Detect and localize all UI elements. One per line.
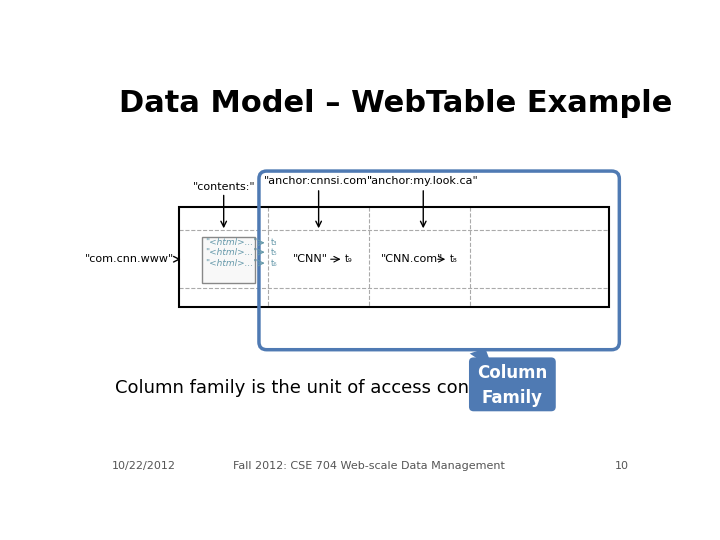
Text: "contents:": "contents:"	[192, 182, 255, 192]
Text: 10/22/2012: 10/22/2012	[112, 461, 176, 471]
Text: "CNN.com": "CNN.com"	[380, 254, 443, 264]
Text: Data Model – WebTable Example: Data Model – WebTable Example	[120, 89, 672, 118]
Text: t₆: t₆	[271, 259, 277, 268]
Text: "anchor:cnnsi.com": "anchor:cnnsi.com"	[264, 177, 373, 186]
Text: Fall 2012: CSE 704 Web-scale Data Management: Fall 2012: CSE 704 Web-scale Data Manage…	[233, 461, 505, 471]
Text: t₃: t₃	[271, 238, 277, 247]
Text: "<html>...": "<html>..."	[204, 248, 257, 256]
Text: t₅: t₅	[271, 248, 277, 256]
Text: Column
Family: Column Family	[477, 364, 547, 407]
Bar	[202, 237, 255, 284]
Bar	[179, 207, 609, 307]
Text: t₈: t₈	[449, 254, 457, 264]
Text: "anchor:my.look.ca": "anchor:my.look.ca"	[367, 177, 479, 186]
Text: "com.cnn.www": "com.cnn.www"	[85, 254, 174, 264]
Text: "CNN": "CNN"	[293, 254, 328, 264]
Text: "<html>...": "<html>..."	[204, 238, 257, 247]
Text: "<html>...": "<html>..."	[204, 259, 257, 268]
Text: t₉: t₉	[345, 254, 353, 264]
Text: 10: 10	[615, 461, 629, 471]
Text: Column family is the unit of access control: Column family is the unit of access cont…	[114, 379, 499, 397]
Polygon shape	[469, 348, 493, 369]
FancyBboxPatch shape	[469, 357, 556, 411]
